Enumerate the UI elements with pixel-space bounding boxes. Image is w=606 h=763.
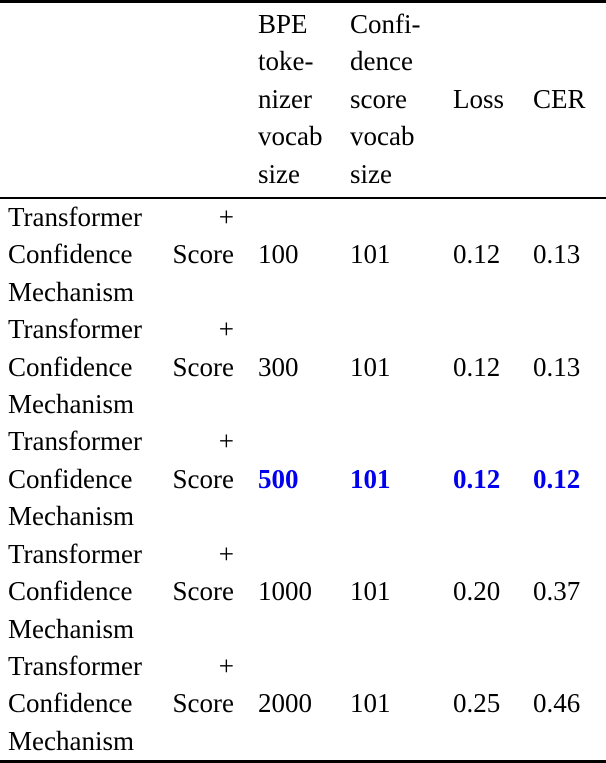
model-label: Transformer + Confidence Score Mechanism [8,650,234,756]
col-header-confidence-vocab-size: Confi- dence score vocab size [350,1,453,200]
table-row-highlighted: Transformer + Confidence Score Mechanism… [0,423,606,535]
table-row: Transformer + Confidence Score Mechanism… [0,198,606,311]
cer-value: 0.46 [533,688,581,719]
col-header-model [0,1,258,200]
bpe-vocab-value: 2000 [258,688,312,719]
col-header-cer: CER [533,1,606,200]
cer-value: 0.37 [533,576,581,607]
model-label: Transformer + Confidence Score Mechanism [8,314,234,420]
header-row: BPE toke- nizer vocab size Confi- dence … [0,1,606,200]
table-row: Transformer + Confidence Score Mechanism… [0,536,606,648]
loss-value: 0.12 [453,351,501,382]
bpe-vocab-value: 1000 [258,576,312,607]
col-header-bpe-vocab-size: BPE toke- nizer vocab size [258,1,350,200]
table-row: Transformer + Confidence Score Mechanism… [0,648,606,762]
loss-value: 0.25 [453,688,501,719]
bpe-vocab-value-best: 500 [258,463,299,494]
model-label: Transformer + Confidence Score Mechanism [8,202,234,307]
cer-value: 0.13 [533,239,581,270]
confidence-vocab-value: 101 [350,239,391,270]
bpe-vocab-value: 100 [258,239,299,270]
bpe-vocab-value: 300 [258,351,299,382]
loss-value: 0.12 [453,239,501,270]
confidence-vocab-value: 101 [350,576,391,607]
loss-value-best: 0.12 [453,463,501,494]
loss-value: 0.20 [453,576,501,607]
model-label: Transformer + Confidence Score Mechanism [8,538,234,644]
table-row: Transformer + Confidence Score Mechanism… [0,311,606,423]
col-header-loss: Loss [453,1,533,200]
cer-value-best: 0.12 [533,463,581,494]
model-label: Transformer + Confidence Score Mechanism [8,426,234,532]
confidence-vocab-value: 101 [350,351,391,382]
confidence-vocab-value: 101 [350,688,391,719]
cer-value: 0.13 [533,351,581,382]
confidence-vocab-value-best: 101 [350,463,391,494]
